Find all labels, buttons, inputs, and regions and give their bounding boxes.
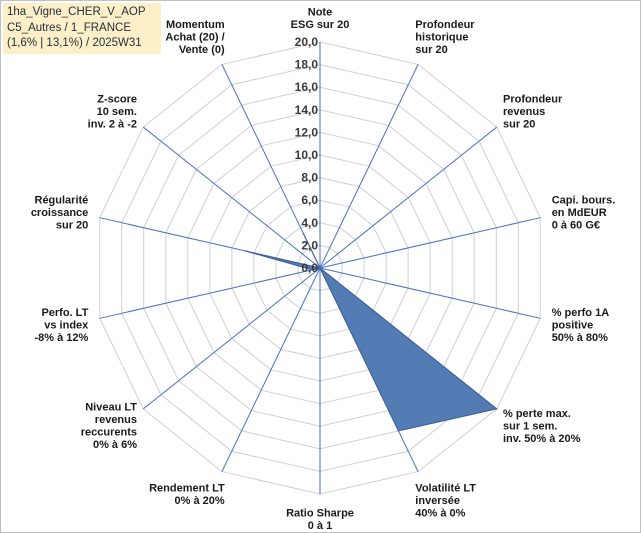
axis-label-line: revenus (95, 414, 137, 426)
axis-label-line: Perfo. LT (41, 307, 88, 319)
tick-label: 0,0 (301, 261, 318, 275)
axis-label-line: sur 1 sem. (503, 420, 557, 432)
axis-label-5: % perte max. sur 1 sem. inv. 50% à 20% (503, 408, 581, 445)
chart-title-box: 1ha_Vigne_CHER_V_AOP C5_Autres / 1_FRANC… (3, 3, 161, 54)
axis-label-line: -8% à 12% (34, 332, 88, 344)
axis-label-line: Régularité (35, 195, 89, 207)
tick-label: 8,0 (301, 171, 318, 185)
axis-spoke-8 (221, 267, 321, 472)
axis-label-line: positive (552, 319, 594, 331)
axis-label-line: sur 20 (56, 220, 88, 232)
series-point-13 (302, 232, 305, 235)
axis-label-line: 10 sem. (97, 106, 137, 118)
axis-label-line: % perte max. (503, 408, 571, 420)
axis-label-4: % perfo 1A positive 50% à 80% (552, 307, 610, 344)
axis-spoke-12 (142, 126, 321, 269)
series-area (244, 233, 498, 432)
axis-label-line: historique (415, 32, 468, 44)
series-point-11 (244, 250, 246, 252)
axis-label-line: Capi. bours. (552, 195, 616, 207)
radar-axis-labels: Note ESG sur 20 Profondeur historique sur 20… (31, 7, 615, 533)
axis-label-0: Note ESG sur 20 (291, 7, 350, 32)
axis-label-line: Profondeur (503, 94, 563, 106)
axis-label-line: 0 à 60 G€ (552, 220, 600, 232)
axis-label-line: inv. 2 à -2 (88, 119, 137, 131)
axis-spoke-3 (319, 217, 541, 269)
axis-label-line: croissance (31, 207, 88, 219)
axis-label-line: sur 20 (503, 119, 535, 131)
axis-label-3: Capi. bours. en MdEUR 0 à 60 G€ (552, 195, 616, 232)
tick-label: 10,0 (295, 148, 319, 162)
axis-label-line: 0 à 1 (308, 520, 332, 532)
axis-label-line: 40% à 0% (415, 508, 465, 520)
axis-label-line: Momentum (166, 19, 225, 31)
axis-label-9: Niveau LT revenus reccurents 0% à 6% (81, 402, 138, 452)
tick-label: 18,0 (295, 58, 319, 72)
axis-label-line: 50% à 80% (552, 332, 608, 344)
axis-label-line: inversée (415, 495, 460, 507)
tick-label: 20,0 (295, 35, 319, 49)
axis-label-line: en MdEUR (552, 207, 607, 219)
tick-label: 4,0 (301, 216, 318, 230)
axis-label-line: ESG sur 20 (291, 19, 350, 31)
series-point-12 (319, 267, 321, 269)
axis-label-line: Volatilité LT (415, 483, 476, 495)
tick-label: 6,0 (301, 193, 318, 207)
title-line-1: 1ha_Vigne_CHER_V_AOP (7, 6, 146, 18)
axis-label-line: Note (308, 7, 332, 19)
tick-label: 14,0 (295, 103, 319, 117)
axis-spoke-9 (142, 267, 321, 410)
axis-spoke-4 (319, 267, 541, 319)
axis-spoke-10 (99, 267, 321, 319)
axis-label-line: Profondeur (415, 19, 475, 31)
axis-label-line: Z-score (97, 94, 137, 106)
axis-label-8: Rendement LT 0% à 20% (149, 483, 225, 508)
series-point-6 (397, 430, 400, 432)
series-point-10 (311, 269, 314, 271)
axis-label-line: % perfo 1A (552, 307, 610, 319)
axis-label-line: sur 20 (415, 44, 447, 56)
axis-label-line: Vente (0) (179, 44, 225, 56)
radar-tick-labels: 0,0 2,0 4,0 6,0 8,0 10,0 12,0 14,0 16,0 18,0 20,0 (295, 35, 319, 275)
tick-label: 2,0 (301, 238, 318, 252)
axis-label-1: Profondeur historique sur 20 (415, 19, 475, 56)
axis-label-line: 0% à 20% (175, 495, 225, 507)
axis-label-10: Perfo. LT vs index -8% à 12% (34, 307, 89, 344)
title-line-2: C5_Autres / 1_FRANCE (7, 21, 131, 34)
axis-label-line: Niveau LT (85, 402, 137, 414)
radar-series (244, 232, 498, 432)
tick-label: 12,0 (295, 125, 319, 139)
axis-label-line: inv. 50% à 20% (503, 433, 581, 445)
tick-label: 16,0 (295, 80, 319, 94)
title-line-3: (1,6% | 13,1%) / 2025W31 (7, 37, 142, 49)
axis-label-line: Ratio Sharpe (286, 508, 354, 520)
axis-label-line: reccurents (81, 427, 137, 439)
axis-label-line: Rendement LT (149, 483, 225, 495)
axis-label-line: 0% à 6% (93, 439, 137, 451)
axis-label-6: Volatilité LT inversée 40% à 0% (415, 483, 476, 520)
axis-label-12: Z-score 10 sem. inv. 2 à -2 (88, 94, 137, 131)
series-point-5 (495, 408, 498, 410)
axis-label-11: Régularité croissance sur 20 (31, 195, 88, 232)
axis-label-line: revenus (503, 106, 545, 118)
axis-label-line: Achat (20) / (165, 32, 224, 44)
axis-label-13: Momentum Achat (20) / Vente (0) (165, 19, 225, 56)
axis-spoke-1 (319, 64, 419, 269)
axis-label-7: Ratio Sharpe 0 à 1 (286, 508, 354, 533)
axis-label-2: Profondeur revenus sur 20 (503, 94, 563, 131)
axis-spoke-2 (319, 126, 498, 269)
axis-label-line: vs index (44, 319, 89, 331)
